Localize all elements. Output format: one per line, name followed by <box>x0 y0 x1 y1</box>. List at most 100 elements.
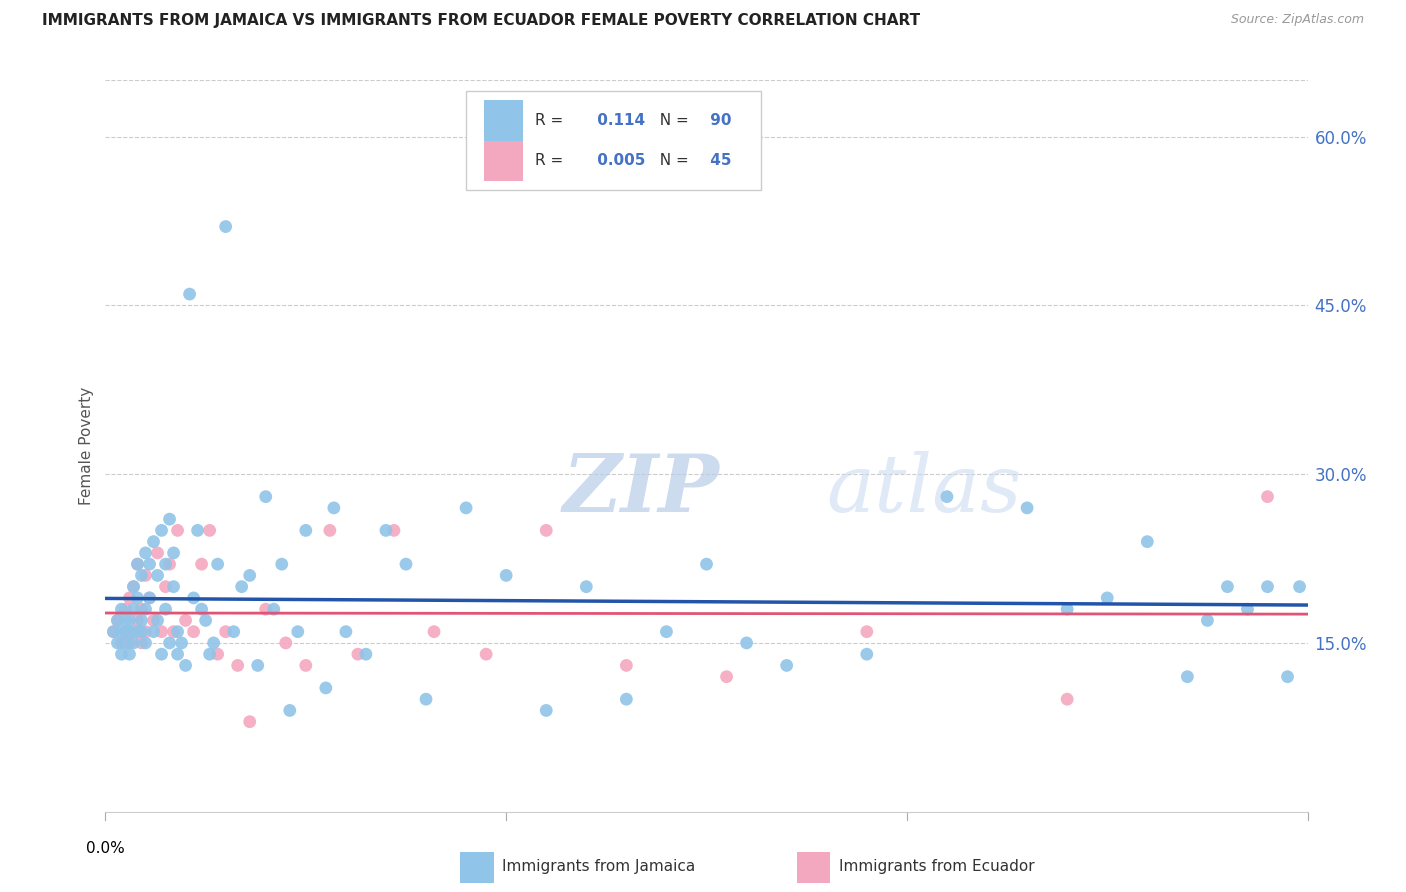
Text: 0.114: 0.114 <box>592 113 645 128</box>
Point <box>575 580 598 594</box>
Point <box>159 557 181 571</box>
Point <box>155 580 177 594</box>
Text: IMMIGRANTS FROM JAMAICA VS IMMIGRANTS FROM ECUADOR FEMALE POVERTY CORRELATION CH: IMMIGRANTS FROM JAMAICA VS IMMIGRANTS FR… <box>42 13 921 29</box>
Text: Immigrants from Jamaica: Immigrants from Jamaica <box>502 859 696 874</box>
Point <box>179 287 201 301</box>
Point <box>1056 602 1078 616</box>
Point <box>855 647 877 661</box>
Point <box>146 568 169 582</box>
Point <box>135 568 157 582</box>
Point <box>616 692 638 706</box>
Point <box>110 602 132 616</box>
Point <box>142 624 165 639</box>
Point <box>214 624 236 639</box>
Point <box>322 500 344 515</box>
Point <box>174 658 197 673</box>
Point <box>354 647 377 661</box>
Point <box>159 636 181 650</box>
Point <box>107 614 129 628</box>
Point <box>1277 670 1299 684</box>
Point <box>162 580 184 594</box>
Point <box>138 591 160 605</box>
Point <box>150 647 173 661</box>
Point <box>107 614 129 628</box>
Point <box>118 647 141 661</box>
Point <box>114 624 136 639</box>
Text: atlas: atlas <box>827 451 1022 529</box>
Point <box>103 624 125 639</box>
Point <box>183 591 205 605</box>
Point <box>270 557 292 571</box>
Text: Source: ZipAtlas.com: Source: ZipAtlas.com <box>1230 13 1364 27</box>
Point <box>246 658 269 673</box>
Point <box>274 636 297 650</box>
Point <box>127 624 149 639</box>
Point <box>162 546 184 560</box>
Point <box>146 546 169 560</box>
Point <box>855 624 877 639</box>
Point <box>118 624 141 639</box>
Point <box>131 636 153 650</box>
Point <box>174 614 197 628</box>
Point <box>776 658 799 673</box>
Point <box>423 624 446 639</box>
Point <box>122 636 145 650</box>
Point <box>454 500 477 515</box>
Point <box>118 614 141 628</box>
Point <box>1236 602 1258 616</box>
Point <box>207 557 229 571</box>
Point <box>616 658 638 673</box>
Point <box>110 636 132 650</box>
Point <box>254 490 277 504</box>
Point <box>183 624 205 639</box>
Point <box>287 624 309 639</box>
Point <box>194 614 217 628</box>
Point <box>395 557 418 571</box>
Point <box>138 557 160 571</box>
Point <box>1136 534 1159 549</box>
Point <box>278 703 301 717</box>
Y-axis label: Female Poverty: Female Poverty <box>79 387 94 505</box>
Point <box>226 658 249 673</box>
Point <box>263 602 285 616</box>
Point <box>1257 580 1279 594</box>
Point <box>239 714 262 729</box>
Point <box>735 636 758 650</box>
Point <box>114 614 136 628</box>
Point <box>118 636 141 650</box>
Point <box>222 624 245 639</box>
Point <box>696 557 718 571</box>
Point <box>166 524 188 538</box>
Point <box>150 524 173 538</box>
Point <box>716 670 738 684</box>
Text: 0.0%: 0.0% <box>86 841 125 856</box>
Point <box>335 624 357 639</box>
Text: ZIP: ZIP <box>562 451 718 529</box>
Point <box>114 624 136 639</box>
Point <box>166 647 188 661</box>
Point <box>127 591 149 605</box>
Point <box>295 524 318 538</box>
Point <box>142 534 165 549</box>
Point <box>131 614 153 628</box>
Bar <box>484 141 523 181</box>
Text: N =: N = <box>650 153 689 169</box>
Point <box>131 568 153 582</box>
Point <box>534 703 557 717</box>
Point <box>1017 500 1039 515</box>
Point <box>127 614 149 628</box>
Point <box>103 624 125 639</box>
Point <box>135 624 157 639</box>
Point <box>198 647 221 661</box>
Text: 90: 90 <box>706 113 731 128</box>
Point <box>127 557 149 571</box>
Point <box>170 636 193 650</box>
Point <box>239 568 262 582</box>
Text: Immigrants from Ecuador: Immigrants from Ecuador <box>839 859 1035 874</box>
Point <box>135 602 157 616</box>
Point <box>1056 692 1078 706</box>
Point <box>110 624 132 639</box>
Point <box>190 602 212 616</box>
Point <box>162 624 184 639</box>
Point <box>131 602 153 616</box>
